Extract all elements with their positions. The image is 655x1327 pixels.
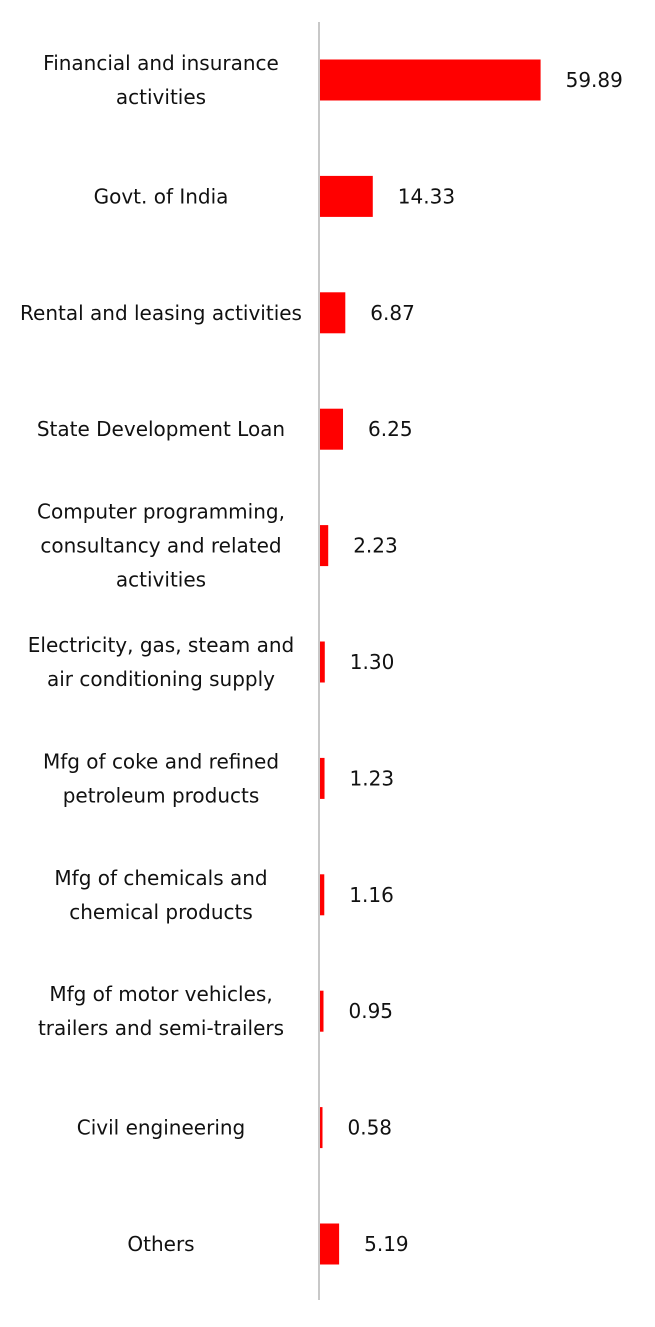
category-label-mfg-of-chemicals-and-chemical-products: Mfg of chemicals and chemical products bbox=[54, 866, 267, 924]
bars bbox=[320, 59, 541, 1265]
category-label-line: Mfg of coke and refined bbox=[43, 749, 279, 773]
bar-state-development-loan bbox=[320, 408, 344, 450]
value-label-mfg-of-coke-and-refined-petroleum-products: 1.23 bbox=[350, 766, 395, 790]
bar-rental-and-leasing-activities bbox=[320, 292, 346, 334]
category-label-line: air conditioning supply bbox=[47, 667, 275, 691]
category-label-line: Others bbox=[127, 1232, 194, 1256]
bar-electricity-gas-steam-and-air-conditioning-supply bbox=[320, 641, 325, 683]
category-label-line: Electricity, gas, steam and bbox=[28, 633, 294, 657]
category-label-financial-and-insurance-activities: Financial and insurance activities bbox=[43, 51, 279, 109]
category-label-civil-engineering: Civil engineering bbox=[77, 1116, 246, 1140]
category-label-line: State Development Loan bbox=[37, 417, 285, 441]
category-label-others: Others bbox=[127, 1232, 194, 1256]
category-label-line: Mfg of motor vehicles, bbox=[49, 982, 272, 1006]
category-label-govt-of-india: Govt. of India bbox=[94, 184, 229, 208]
category-labels: Financial and insurance activities Govt. o… bbox=[20, 51, 302, 1256]
category-label-line: petroleum products bbox=[63, 783, 260, 807]
bar-civil-engineering bbox=[320, 1107, 323, 1149]
bar-mfg-of-coke-and-refined-petroleum-products bbox=[320, 757, 325, 799]
value-label-mfg-of-chemicals-and-chemical-products: 1.16 bbox=[349, 883, 394, 907]
value-label-state-development-loan: 6.25 bbox=[368, 417, 413, 441]
bar-others bbox=[320, 1223, 340, 1265]
category-label-electricity-gas-steam-and-air-conditioning-supply: Electricity, gas, steam and air condition… bbox=[28, 633, 294, 691]
category-label-line: activities bbox=[116, 568, 206, 592]
value-label-rental-and-leasing-activities: 6.87 bbox=[370, 301, 415, 325]
category-label-line: consultancy and related bbox=[40, 534, 281, 558]
bar-mfg-of-chemicals-and-chemical-products bbox=[320, 874, 325, 916]
category-label-rental-and-leasing-activities: Rental and leasing activities bbox=[20, 301, 302, 325]
value-label-electricity-gas-steam-and-air-conditioning-supply: 1.30 bbox=[350, 650, 395, 674]
category-label-line: activities bbox=[116, 85, 206, 109]
bar-govt-of-india bbox=[320, 175, 373, 217]
value-labels: 59.89 14.33 6.87 6.25 2.23 1.30 1.23 1.16 0.95 0.… bbox=[348, 68, 623, 1256]
category-label-line: Computer programming, bbox=[37, 500, 285, 524]
value-label-computer-programming-consultancy-and-related-activities: 2.23 bbox=[353, 534, 398, 558]
category-label-mfg-of-coke-and-refined-petroleum-products: Mfg of coke and refined petroleum product… bbox=[43, 749, 279, 807]
category-label-mfg-of-motor-vehicles-trailers-and-semi-trailers: Mfg of motor vehicles, trailers and semi-… bbox=[38, 982, 284, 1040]
category-label-line: Govt. of India bbox=[94, 184, 229, 208]
value-label-civil-engineering: 0.58 bbox=[348, 1116, 393, 1140]
category-label-line: Mfg of chemicals and bbox=[54, 866, 267, 890]
value-label-others: 5.19 bbox=[364, 1232, 409, 1256]
category-label-line: Financial and insurance bbox=[43, 51, 279, 75]
value-label-govt-of-india: 14.33 bbox=[398, 184, 455, 208]
category-label-line: chemical products bbox=[69, 900, 253, 924]
category-label-computer-programming-consultancy-and-related-activities: Computer programming, consultancy and rel… bbox=[37, 500, 285, 592]
category-label-line: Civil engineering bbox=[77, 1116, 246, 1140]
value-label-financial-and-insurance-activities: 59.89 bbox=[566, 68, 623, 92]
category-label-state-development-loan: State Development Loan bbox=[37, 417, 285, 441]
bar-computer-programming-consultancy-and-related-activities bbox=[320, 525, 329, 567]
bar-financial-and-insurance-activities bbox=[320, 59, 541, 101]
category-label-line: Rental and leasing activities bbox=[20, 301, 302, 325]
bar-mfg-of-motor-vehicles-trailers-and-semi-trailers bbox=[320, 990, 324, 1032]
value-label-mfg-of-motor-vehicles-trailers-and-semi-trailers: 0.95 bbox=[348, 999, 393, 1023]
category-label-line: trailers and semi-trailers bbox=[38, 1016, 284, 1040]
